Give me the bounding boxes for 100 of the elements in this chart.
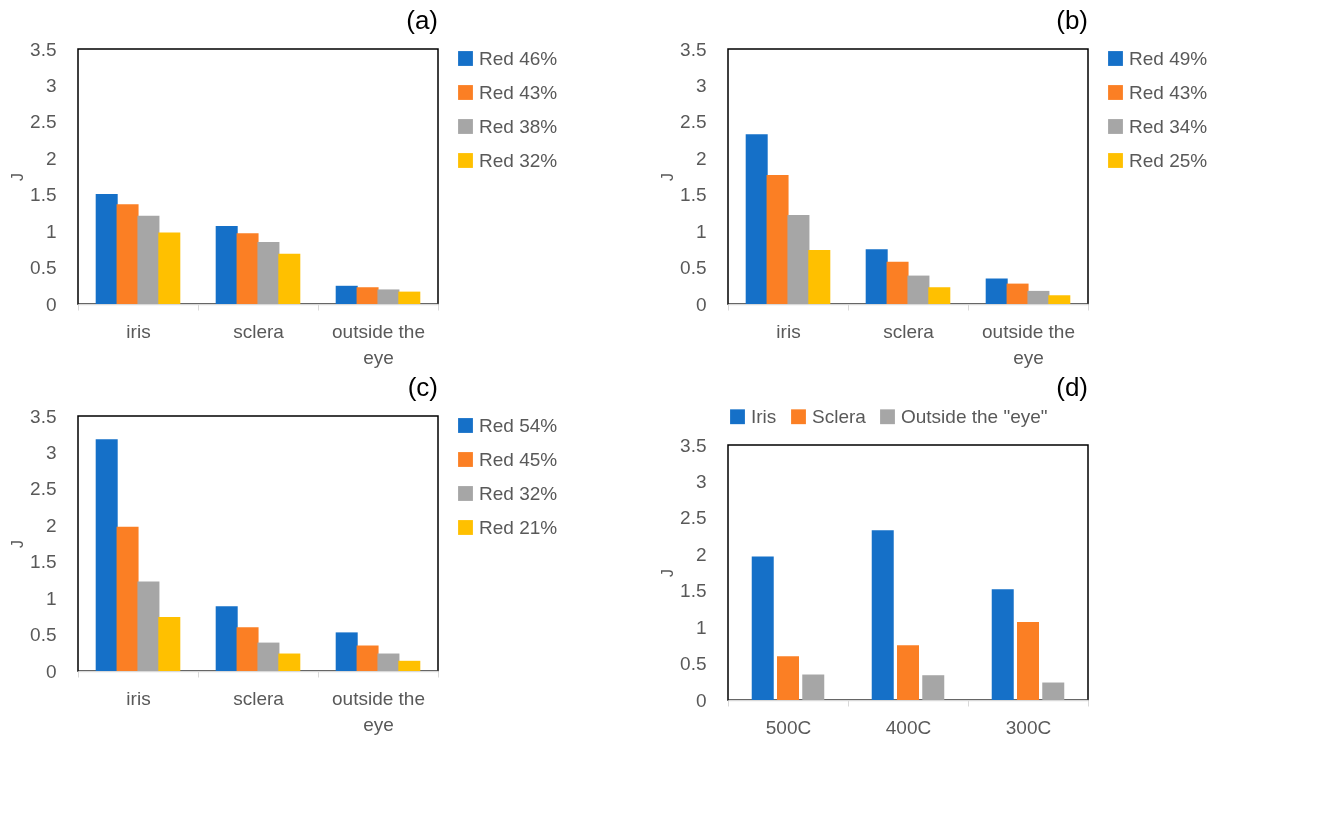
legend-label: Red 46% xyxy=(479,47,558,69)
bar xyxy=(95,193,118,304)
y-tick-label: 3.5 xyxy=(30,405,57,427)
y-tick-label: 1 xyxy=(695,616,707,638)
y-tick-label: 0 xyxy=(45,660,57,682)
y-tick-label: 3.5 xyxy=(30,38,57,60)
legend-label: Red 43% xyxy=(1129,81,1208,103)
y-tick-label: 1.5 xyxy=(680,184,707,206)
x-tick-label: sclera xyxy=(883,320,935,342)
y-tick-label: 3.5 xyxy=(680,38,707,60)
bar xyxy=(356,645,379,671)
y-tick-label: 2 xyxy=(45,514,57,536)
y-tick-label: 1 xyxy=(45,220,57,242)
x-tick-label: sclera xyxy=(233,687,285,709)
bar xyxy=(236,233,259,304)
x-tick-label: sclera xyxy=(233,320,285,342)
y-tick-label: 1.5 xyxy=(30,551,57,573)
bar xyxy=(907,275,930,304)
bar xyxy=(886,261,909,304)
y-tick-label: 1.5 xyxy=(30,184,57,206)
bar xyxy=(865,249,888,304)
bar xyxy=(398,291,421,304)
legend-label: Red 32% xyxy=(479,149,558,171)
bar xyxy=(335,632,358,671)
y-tick-label: 3 xyxy=(695,470,707,492)
bar xyxy=(1017,622,1039,700)
y-tick-label: 0 xyxy=(695,689,707,711)
bar xyxy=(137,581,160,671)
legend-label: Red 34% xyxy=(1129,115,1208,137)
legend-label: Iris xyxy=(751,405,777,427)
y-tick-label: 0 xyxy=(45,293,57,315)
y-tick-label: 1 xyxy=(695,220,707,242)
bar xyxy=(278,253,301,304)
y-tick-label: 3.5 xyxy=(680,434,707,456)
x-tick-label: 500C xyxy=(765,716,812,738)
bar xyxy=(897,645,919,700)
legend-label: Red 43% xyxy=(479,81,558,103)
x-tick-label: 300C xyxy=(1005,716,1052,738)
legend-label: Red 54% xyxy=(479,414,558,436)
bar xyxy=(745,134,768,304)
bar xyxy=(215,606,238,671)
y-tick-label: 2 xyxy=(45,147,57,169)
bar xyxy=(922,675,945,700)
y-axis-title: J xyxy=(9,540,27,548)
y-tick-label: 2.5 xyxy=(30,478,57,500)
chart-title: (d) xyxy=(1056,372,1088,402)
x-tick-label: iris xyxy=(126,687,151,709)
x-tick-label: 400C xyxy=(885,716,932,738)
bar xyxy=(236,627,259,671)
bar xyxy=(137,215,160,304)
y-tick-label: 3 xyxy=(45,74,57,96)
x-tick-label: iris xyxy=(126,320,151,342)
y-tick-label: 2 xyxy=(695,147,707,169)
legend-label: Red 21% xyxy=(479,516,558,538)
legend-label: Sclera xyxy=(812,405,867,427)
bar xyxy=(95,439,118,671)
bar xyxy=(335,285,358,304)
bar xyxy=(257,642,280,671)
y-tick-label: 1 xyxy=(45,587,57,609)
bar xyxy=(991,589,1014,700)
y-tick-label: 0.5 xyxy=(30,257,57,279)
y-tick-label: 1.5 xyxy=(680,580,707,602)
bar xyxy=(158,617,181,671)
bar xyxy=(1027,290,1050,304)
y-tick-label: 3 xyxy=(695,74,707,96)
legend-label: Red 38% xyxy=(479,115,558,137)
bar xyxy=(1048,295,1071,304)
x-tick-label: iris xyxy=(776,320,801,342)
y-tick-label: 0 xyxy=(695,293,707,315)
legend-label: Red 32% xyxy=(479,482,558,504)
bar xyxy=(257,242,280,304)
x-tick-label: outside the eye xyxy=(332,320,425,368)
bar xyxy=(116,204,139,304)
chart-title: (c) xyxy=(407,372,438,402)
bar xyxy=(377,289,400,304)
bar xyxy=(215,226,238,304)
y-axis-title: J xyxy=(9,173,27,181)
y-tick-label: 0.5 xyxy=(30,624,57,646)
bar xyxy=(871,530,894,700)
y-tick-label: 2.5 xyxy=(680,111,707,133)
bar xyxy=(1006,283,1029,304)
x-tick-label: outside the eye xyxy=(332,687,425,735)
bar xyxy=(158,232,181,304)
bar xyxy=(1042,682,1065,700)
bar xyxy=(802,674,825,700)
y-axis-title: J xyxy=(659,569,677,577)
bar xyxy=(928,287,951,304)
y-tick-label: 0.5 xyxy=(680,653,707,675)
bar xyxy=(377,653,400,671)
bar xyxy=(808,250,831,304)
bar xyxy=(356,287,379,304)
legend-label: Red 49% xyxy=(1129,47,1208,69)
bar xyxy=(985,278,1008,304)
bar xyxy=(766,175,789,304)
y-tick-label: 2 xyxy=(695,543,707,565)
y-axis-title: J xyxy=(659,173,677,181)
y-tick-label: 0.5 xyxy=(680,257,707,279)
legend-label: Red 45% xyxy=(479,448,558,470)
y-tick-label: 3 xyxy=(45,441,57,463)
legend-label: Outside the "eye" xyxy=(901,405,1048,427)
